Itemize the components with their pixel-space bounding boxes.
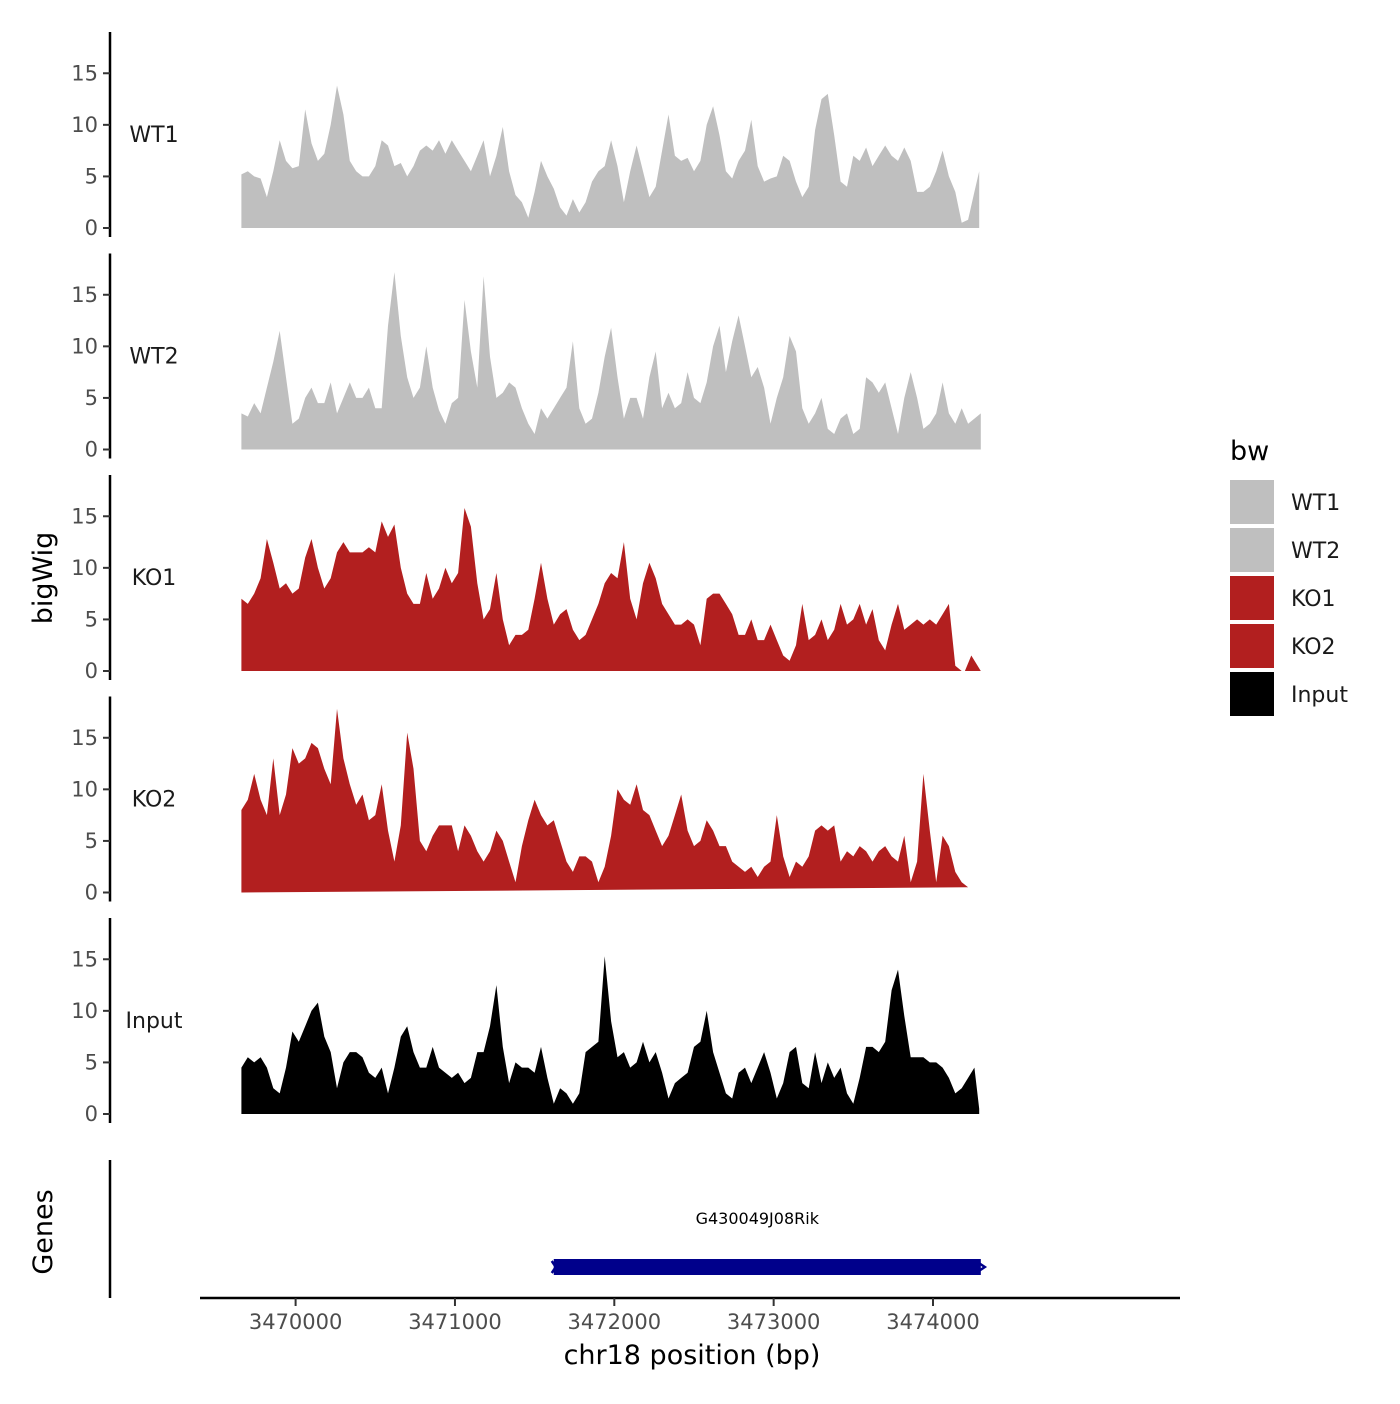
y-tick-label: 0	[85, 1102, 98, 1126]
track-label: Input	[126, 1009, 183, 1034]
legend-label-input: Input	[1291, 683, 1348, 708]
x-axis-title: chr18 position (bp)	[564, 1340, 821, 1371]
track-panel-wt1: 0 5 10 15 WT1	[71, 32, 980, 240]
legend-label-wt1: WT1	[1291, 491, 1340, 516]
coverage-area-ko2	[241, 708, 969, 893]
x-axis: 3470000 3471000 3472000 3473000 3474000	[200, 1296, 1180, 1334]
y-tick-label: 15	[71, 283, 98, 307]
track-panel-ko1: 0 5 10 15 KO1	[71, 475, 981, 683]
y-tick-label: 15	[71, 61, 98, 85]
legend-label-wt2: WT2	[1291, 539, 1340, 564]
y-tick-label: 5	[85, 1050, 98, 1074]
x-tick-label: 3472000	[568, 1310, 662, 1334]
legend: bw WT1 WT2 KO1 KO2 Input	[1230, 436, 1348, 716]
x-tick-label: 3471000	[408, 1310, 502, 1334]
legend-swatch-wt2	[1230, 528, 1274, 572]
track-label: WT2	[129, 345, 178, 370]
y-tick-label: 10	[71, 999, 98, 1023]
coverage-area-input	[241, 956, 980, 1114]
track-label: WT1	[129, 123, 178, 148]
tracks-layer: 0 5 10 15 WT1 0 5 10 15 WT2 0 5 10 15 KO1 0 5 10 15 KO2 0 5 10…	[71, 32, 981, 1126]
gene-body	[553, 1259, 981, 1275]
legend-swatch-ko1	[1230, 576, 1274, 620]
y-tick-label: 5	[85, 607, 98, 631]
coverage-area-wt1	[241, 85, 980, 228]
y-tick-label: 10	[71, 777, 98, 801]
track-label: KO2	[132, 788, 177, 813]
genes-panel-title: Genes	[28, 1189, 59, 1274]
y-axis-title: bigWig	[28, 532, 59, 625]
y-tick-label: 0	[85, 438, 98, 462]
track-panel-ko2: 0 5 10 15 KO2	[71, 696, 969, 905]
y-tick-label: 0	[85, 659, 98, 683]
gene-start-mark	[550, 1260, 561, 1274]
coverage-area-wt2	[241, 272, 981, 450]
legend-label-ko2: KO2	[1291, 635, 1336, 660]
y-tick-label: 15	[71, 947, 98, 971]
x-tick-label: 3470000	[249, 1310, 343, 1334]
x-tick-label: 3474000	[886, 1310, 980, 1334]
gene-end-mark	[978, 1261, 988, 1273]
coverage-area-ko1	[241, 508, 981, 671]
x-tick-label: 3473000	[727, 1310, 821, 1334]
y-tick-label: 0	[85, 881, 98, 905]
y-tick-label: 0	[85, 216, 98, 240]
genes-panel: G430049J08Rik	[108, 1160, 988, 1298]
track-panel-input: 0 5 10 15 Input	[71, 918, 980, 1126]
y-tick-label: 10	[71, 556, 98, 580]
legend-title: bw	[1230, 436, 1269, 467]
legend-swatch-ko2	[1230, 624, 1274, 668]
y-tick-label: 10	[71, 113, 98, 137]
y-tick-label: 10	[71, 334, 98, 358]
track-panel-wt2: 0 5 10 15 WT2	[71, 253, 981, 462]
y-tick-label: 5	[85, 164, 98, 188]
legend-label-ko1: KO1	[1291, 587, 1336, 612]
y-tick-label: 5	[85, 829, 98, 853]
track-label: KO1	[132, 566, 177, 591]
gene-label: G430049J08Rik	[696, 1209, 820, 1228]
legend-swatch-input	[1230, 672, 1274, 716]
y-tick-label: 5	[85, 386, 98, 410]
y-tick-label: 15	[71, 726, 98, 750]
legend-swatch-wt1	[1230, 480, 1274, 524]
y-tick-label: 15	[71, 504, 98, 528]
